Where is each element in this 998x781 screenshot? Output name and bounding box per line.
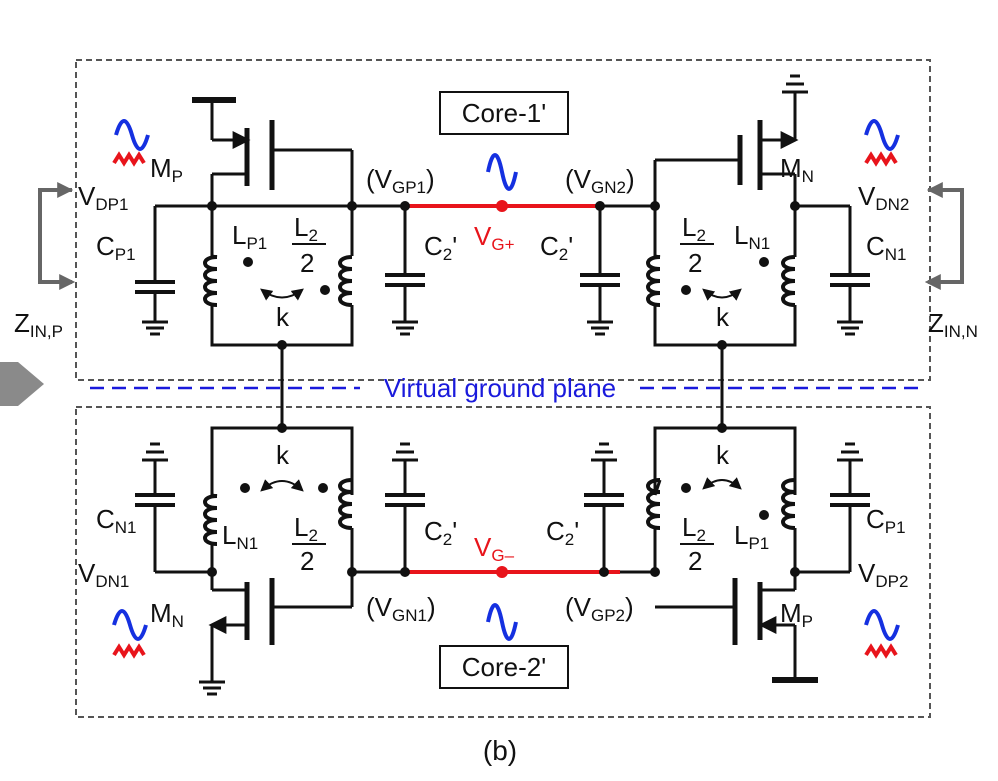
bottom-core xyxy=(135,423,870,696)
zin-n-bracket xyxy=(924,188,964,290)
core-1-label: Core-1' xyxy=(462,98,546,128)
label-mn-top: MN xyxy=(780,153,814,186)
coupling-arrow-top-left xyxy=(260,288,304,301)
core-2-boundary xyxy=(75,406,931,718)
label-vdp2: VDP2 xyxy=(858,558,908,591)
label-k-top-right: k xyxy=(716,302,730,332)
label-lp1-bottom: LP1 xyxy=(734,520,769,553)
label-vgp1: (VGP1) xyxy=(366,164,435,197)
zin-p-bracket xyxy=(38,188,76,290)
core-2-box xyxy=(439,645,569,689)
label-cp1-top: CP1 xyxy=(96,231,136,264)
top-core xyxy=(135,74,870,428)
label-l2-bottom-left-num: L2 xyxy=(294,512,318,545)
label-mp-top: MP xyxy=(150,153,183,186)
label-c2-bottom-left: C2' xyxy=(424,516,457,549)
label-vdn1: VDN1 xyxy=(78,558,129,591)
figure-caption: (b) xyxy=(483,735,517,766)
label-cn1-top: CN1 xyxy=(866,231,907,264)
core-1-box xyxy=(439,91,569,135)
label-l2-bottom-left-den: 2 xyxy=(300,546,314,576)
core-2-label: Core-2' xyxy=(462,652,546,682)
label-vgp2: (VGP2) xyxy=(565,592,634,625)
label-cp1-bottom: CP1 xyxy=(866,504,906,537)
coupling-arrow-top-right xyxy=(702,288,742,301)
label-l2-bottom-right-num: L2 xyxy=(682,512,706,545)
label-mp-bottom: MP xyxy=(780,598,813,631)
inductor-lp1-top xyxy=(203,255,219,307)
inductor-l2-top-right xyxy=(646,255,662,307)
label-vgn1: (VGN1) xyxy=(366,592,436,625)
label-zin-n: ZIN,N xyxy=(928,308,978,341)
label-l2-bottom-right-den: 2 xyxy=(688,546,702,576)
gray-arrow-icon xyxy=(0,362,44,406)
waves xyxy=(112,119,900,659)
label-ln1-top: LN1 xyxy=(734,220,770,253)
label-vg-plus: VG+ xyxy=(474,221,515,254)
inductor-ln1-bottom xyxy=(203,494,219,546)
coupling-arrow-bottom-left xyxy=(260,479,304,492)
virtual-ground-plane-label: Virtual ground plane xyxy=(384,373,616,403)
label-mn-bottom: MN xyxy=(150,598,184,631)
label-c2-bottom-right: C2' xyxy=(546,516,579,549)
label-l2-top-right-den: 2 xyxy=(688,248,702,278)
core-1-boundary xyxy=(75,59,931,381)
inductor-l2-bottom-left xyxy=(338,478,354,530)
label-cn1-bottom: CN1 xyxy=(96,504,137,537)
label-ln1-bottom: LN1 xyxy=(222,520,258,553)
label-l2-top-left-num: L2 xyxy=(294,212,318,245)
inductor-ln1-top xyxy=(781,255,797,307)
label-k-top-left: k xyxy=(276,302,290,332)
label-lp1-top: LP1 xyxy=(232,220,267,253)
label-vdn2: VDN2 xyxy=(858,181,909,214)
label-zin-p: ZIN,P xyxy=(14,308,63,341)
label-c2-top-left: C2' xyxy=(424,231,457,264)
label-k-bottom-left: k xyxy=(276,440,290,470)
coupling-arrow-bottom-right xyxy=(702,477,742,490)
label-k-bottom-right: k xyxy=(716,440,730,470)
label-l2-top-right-num: L2 xyxy=(682,212,706,245)
label-l2-top-left-den: 2 xyxy=(300,248,314,278)
label-c2-top-right: C2' xyxy=(540,231,573,264)
label-vg-minus: VG– xyxy=(474,532,515,565)
label-vdp1: VDP1 xyxy=(78,181,128,214)
label-vgn2: (VGN2) xyxy=(565,164,635,197)
inductor-lp1-bottom xyxy=(781,478,797,530)
inductor-l2-top-left xyxy=(338,255,354,307)
